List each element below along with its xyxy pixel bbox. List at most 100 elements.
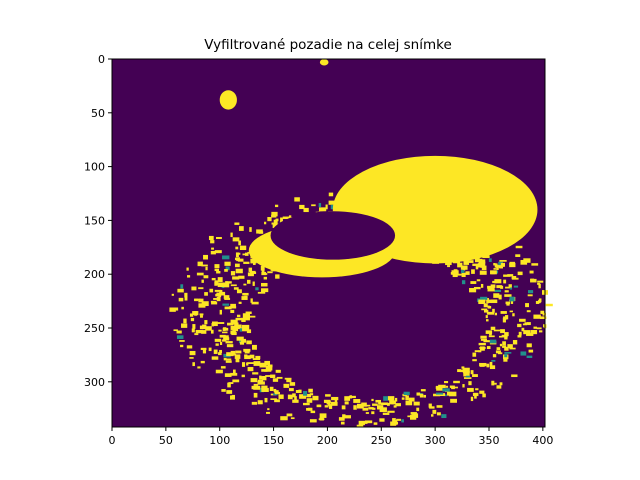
speckle-mark (302, 402, 310, 406)
speckle-mark (511, 277, 519, 280)
region-small-spot-top (319, 59, 329, 66)
speckle-mark (239, 328, 243, 332)
speckle-mark (361, 421, 368, 424)
speckle-mark (542, 312, 546, 316)
speckle-mark (461, 366, 465, 369)
speckle-mark (378, 402, 382, 405)
speckle-mark (169, 307, 176, 312)
speckle-mark (230, 319, 238, 325)
speckle-mark (509, 262, 516, 268)
speckle-mark (405, 395, 409, 401)
speckle-mark (241, 317, 246, 322)
speckle-mark (251, 385, 255, 390)
speckle-mark (261, 387, 269, 392)
speckle-mark (289, 382, 296, 386)
speckle-mark (494, 382, 497, 385)
speckle-mark (390, 421, 399, 425)
speckle-mark (290, 417, 295, 420)
speckle-mark (507, 344, 513, 349)
speckle-mark (230, 232, 233, 238)
speckle-mark (306, 398, 313, 403)
speckle-mark (393, 405, 397, 408)
speckle-mark (175, 307, 179, 311)
speckle-mark (230, 372, 238, 376)
speckle-mark (511, 374, 518, 378)
speckle-mark (269, 386, 274, 392)
speckle-mark (200, 347, 207, 351)
speckle-mark (252, 281, 255, 286)
speckle-mark (491, 359, 496, 362)
speckle-mark (246, 340, 252, 345)
speckle-mark (318, 418, 325, 421)
speckle-mark (442, 388, 450, 392)
speckle-mark (451, 385, 455, 390)
speckle-mark (382, 412, 390, 415)
speckle-mark (287, 394, 293, 400)
speckle-mark (224, 297, 231, 300)
speckle-mark (479, 365, 485, 367)
speckle-mark (328, 192, 334, 197)
speckle-mark (387, 396, 395, 401)
speckle-mark (184, 292, 188, 298)
speckle-mark (189, 350, 196, 356)
speckle-mark (241, 296, 248, 300)
speckle-mark (358, 420, 365, 426)
speckle-mark (454, 386, 458, 389)
speckle-mark (197, 261, 203, 267)
speckle-mark (375, 399, 381, 403)
speckle-mark (317, 404, 321, 407)
speckle-mark (325, 204, 328, 210)
speckle-mark (211, 277, 216, 281)
speckle-mark (217, 283, 225, 288)
speckle-mark (267, 271, 273, 274)
speckle-mark (248, 267, 253, 272)
speckle-mark (200, 360, 205, 364)
speckle-mark (498, 335, 503, 338)
speckle-mark (509, 261, 515, 264)
speckle-mark (445, 262, 452, 266)
speckle-mark (482, 393, 486, 398)
x-tick-label: 100 (209, 434, 230, 447)
x-tick-label: 0 (109, 434, 116, 447)
region-small-spot-left (219, 90, 237, 110)
speckle-mark (203, 275, 209, 279)
speckle-mark (286, 413, 293, 417)
speckle-mark (503, 316, 508, 320)
speckle-mark (470, 370, 474, 375)
speckle-mark (243, 348, 251, 352)
speckle-mark (280, 217, 283, 223)
y-tick-label: 250 (84, 322, 105, 335)
speckle-mark (481, 265, 487, 271)
speckle-mark (494, 289, 502, 293)
speckle-mark (233, 287, 239, 290)
speckle-mark (248, 315, 256, 318)
speckle-mark (413, 401, 420, 406)
speckle-mark (259, 376, 263, 380)
speckle-mark (503, 279, 507, 284)
speckle-mark (306, 393, 312, 398)
speckle-mark (403, 391, 410, 396)
speckle-mark (435, 392, 444, 395)
speckle-mark (179, 340, 185, 342)
speckle-mark (273, 388, 277, 393)
speckle-mark (468, 381, 472, 386)
speckle-mark (478, 350, 482, 353)
x-tick-label: 400 (532, 434, 553, 447)
speckle-mark (340, 421, 345, 425)
speckle-mark (527, 290, 534, 294)
speckle-mark (474, 258, 483, 263)
speckle-mark (472, 359, 477, 362)
speckle-mark (274, 399, 280, 403)
speckle-mark (445, 385, 449, 388)
speckle-mark (241, 324, 250, 330)
speckle-mark (214, 338, 222, 342)
speckle-mark (202, 349, 207, 354)
speckle-mark (280, 416, 288, 421)
speckle-mark (253, 361, 261, 366)
speckle-mark (444, 381, 449, 384)
speckle-mark (257, 291, 266, 294)
speckle-mark (238, 275, 245, 279)
speckle-mark (204, 320, 208, 325)
speckle-mark (260, 265, 265, 271)
speckle-mark (203, 254, 208, 260)
